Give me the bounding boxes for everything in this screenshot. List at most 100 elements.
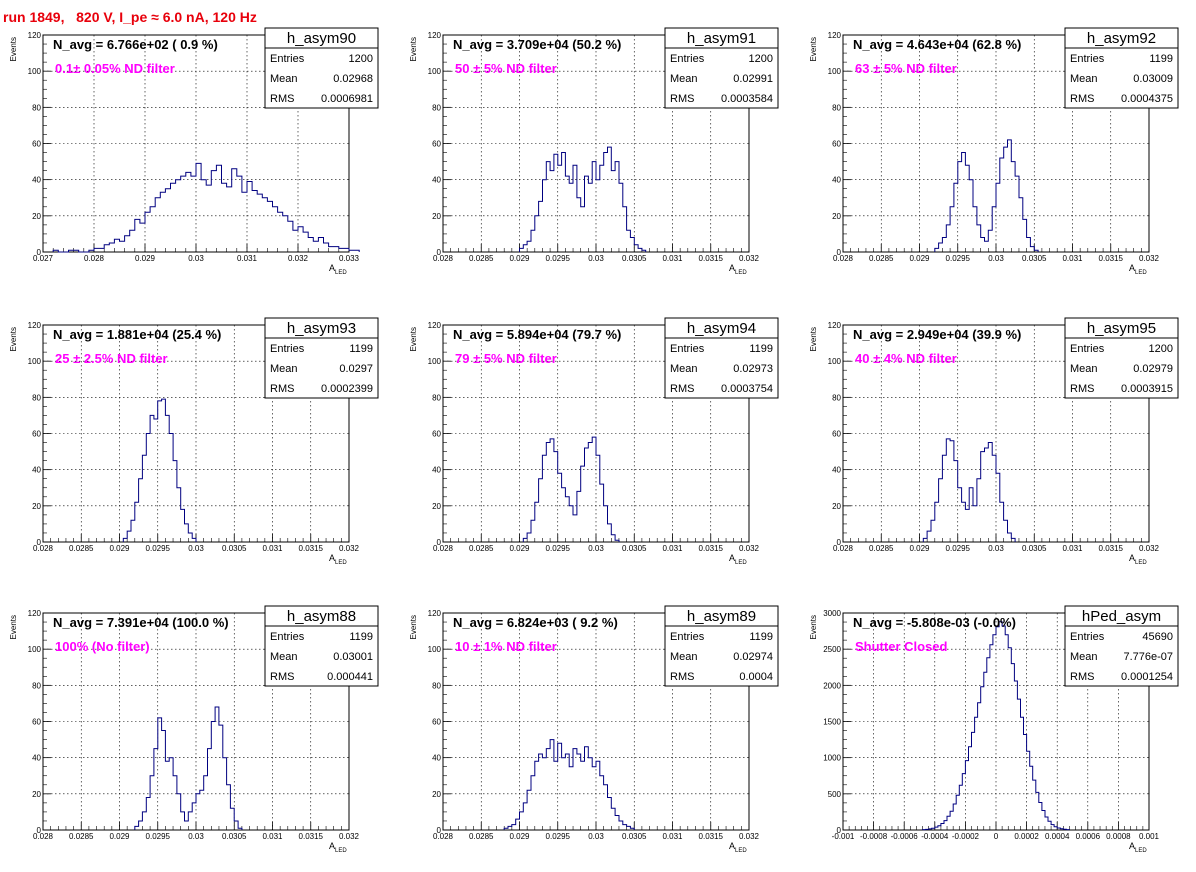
y-tick-label: 20 xyxy=(32,212,41,221)
stats-value: 1200 xyxy=(1149,343,1173,355)
x-axis-label-subscript: LED xyxy=(1135,270,1147,276)
panel-h_asym88: 0.028 0.0285 0.029 0.0295 0.03 0.0305 0.031 0.0… xyxy=(9,605,379,854)
y-tick-label: 60 xyxy=(32,140,41,149)
navg-label: N_avg = -5.808e-03 (-0.0%) xyxy=(853,615,1016,630)
y-tick-label: 100 xyxy=(28,645,42,654)
x-tick-label: 0.032 xyxy=(339,832,360,841)
stats-value: 1200 xyxy=(349,53,373,65)
y-axis-label: Events xyxy=(809,615,818,639)
panel-h_asym89: 0.028 0.0285 0.029 0.0295 0.03 0.0305 0.031 0.0… xyxy=(409,605,779,854)
stats-value: 0.0003915 xyxy=(1121,383,1173,395)
stats-box xyxy=(264,337,379,399)
x-tick-label: 0.0315 xyxy=(299,832,324,841)
histogram-name: h_asym89 xyxy=(687,608,756,625)
x-tick-label: 0.0295 xyxy=(146,544,171,553)
y-tick-label: 0 xyxy=(37,538,42,547)
y-tick-label: 20 xyxy=(32,790,41,799)
x-axis-label-subscript: LED xyxy=(335,560,347,566)
stats-value: 0.02974 xyxy=(733,651,773,663)
y-tick-label: 2500 xyxy=(823,645,841,654)
x-tick-label: 0.032 xyxy=(1139,544,1160,553)
stats-value: 0.0003584 xyxy=(721,93,773,105)
y-tick-label: 60 xyxy=(432,718,441,727)
navg-label: N_avg = 6.824e+03 ( 9.2 %) xyxy=(453,615,618,630)
y-tick-label: 100 xyxy=(828,67,842,76)
x-tick-label: 0.028 xyxy=(433,254,454,263)
x-tick-label: -0.0002 xyxy=(952,832,980,841)
y-tick-label: 120 xyxy=(828,31,842,40)
x-tick-label: 0.0295 xyxy=(546,832,571,841)
stats-label: Entries xyxy=(670,631,705,643)
stats-label: Mean xyxy=(670,73,698,85)
x-tick-label: 0.0305 xyxy=(1022,544,1047,553)
stats-value: 1200 xyxy=(749,53,773,65)
histogram-name: h_asym88 xyxy=(287,608,356,625)
stats-label: RMS xyxy=(1070,671,1094,683)
panel-h_asym95: 0.028 0.0285 0.029 0.0295 0.03 0.0305 0.031 0.0… xyxy=(809,317,1179,566)
y-axis-label: Events xyxy=(9,615,18,639)
x-tick-label: 0.031 xyxy=(262,544,283,553)
x-tick-label: 0.032 xyxy=(739,254,760,263)
y-tick-label: 0 xyxy=(837,538,842,547)
y-tick-label: 40 xyxy=(432,466,441,475)
stats-label: Mean xyxy=(270,651,298,663)
stats-value: 0.02991 xyxy=(733,73,773,85)
x-tick-label: 0.0285 xyxy=(469,544,494,553)
x-axis-label-subscript: LED xyxy=(735,270,747,276)
stats-label: RMS xyxy=(270,671,294,683)
x-tick-label: -0.0004 xyxy=(921,832,949,841)
histogram-name: h_asym94 xyxy=(687,320,756,337)
panel-h_asym93: 0.028 0.0285 0.029 0.0295 0.03 0.0305 0.031 0.0… xyxy=(9,317,379,566)
histogram-line xyxy=(122,398,197,542)
filter-annotation: 63 ± 5% ND filter xyxy=(855,61,957,76)
y-tick-label: 60 xyxy=(32,718,41,727)
y-tick-label: 20 xyxy=(432,212,441,221)
y-axis-label: Events xyxy=(809,37,818,61)
y-axis-label: Events xyxy=(409,37,418,61)
x-tick-label: 0.0295 xyxy=(546,544,571,553)
y-axis-label: Events xyxy=(409,327,418,351)
x-tick-label: 0.032 xyxy=(1139,254,1160,263)
stats-label: Mean xyxy=(270,73,298,85)
x-tick-label: 0.028 xyxy=(833,544,854,553)
y-tick-label: 120 xyxy=(28,31,42,40)
y-tick-label: 100 xyxy=(28,67,42,76)
navg-label: N_avg = 4.643e+04 (62.8 %) xyxy=(853,37,1021,52)
navg-label: N_avg = 3.709e+04 (50.2 %) xyxy=(453,37,621,52)
y-tick-label: 0 xyxy=(437,538,442,547)
panel-h_asym90: 0.027 0.028 0.029 0.03 0.031 0.032 0.033 0 20 40 6… xyxy=(9,27,379,276)
x-tick-label: 0.031 xyxy=(662,254,683,263)
x-tick-label: -0.0006 xyxy=(891,832,919,841)
stats-label: Entries xyxy=(1070,53,1105,65)
y-tick-label: 100 xyxy=(828,357,842,366)
histogram-line xyxy=(134,706,243,830)
y-tick-label: 2000 xyxy=(823,681,841,690)
filter-annotation: 40 ± 4% ND filter xyxy=(855,351,957,366)
y-tick-label: 0 xyxy=(37,826,42,835)
y-tick-label: 60 xyxy=(432,140,441,149)
x-axis-label-subscript: LED xyxy=(735,560,747,566)
x-tick-label: -0.0008 xyxy=(860,832,888,841)
stats-value: 0.02973 xyxy=(733,363,773,375)
x-tick-label: 0.0315 xyxy=(1099,544,1124,553)
stats-box xyxy=(1064,625,1179,687)
x-tick-label: 0.0295 xyxy=(546,254,571,263)
filter-annotation: 10 ± 1% ND filter xyxy=(455,639,557,654)
stats-value: 0.0006981 xyxy=(321,93,373,105)
filter-annotation: 50 ± 5% ND filter xyxy=(455,61,557,76)
x-tick-label: 0.031 xyxy=(662,544,683,553)
x-tick-label: 0.0285 xyxy=(869,544,894,553)
stats-value: 1199 xyxy=(349,631,373,643)
y-tick-label: 60 xyxy=(32,430,41,439)
stats-label: RMS xyxy=(270,93,294,105)
stats-label: Mean xyxy=(1070,651,1098,663)
y-tick-label: 100 xyxy=(428,645,442,654)
x-tick-label: 0.0305 xyxy=(622,544,647,553)
y-tick-label: 120 xyxy=(28,609,42,618)
y-tick-label: 40 xyxy=(32,176,41,185)
navg-label: N_avg = 6.766e+02 ( 0.9 %) xyxy=(53,37,218,52)
stats-value: 0.02979 xyxy=(1133,363,1173,375)
x-tick-label: 0.0315 xyxy=(699,544,724,553)
filter-annotation: 79 ± 5% ND filter xyxy=(455,351,557,366)
